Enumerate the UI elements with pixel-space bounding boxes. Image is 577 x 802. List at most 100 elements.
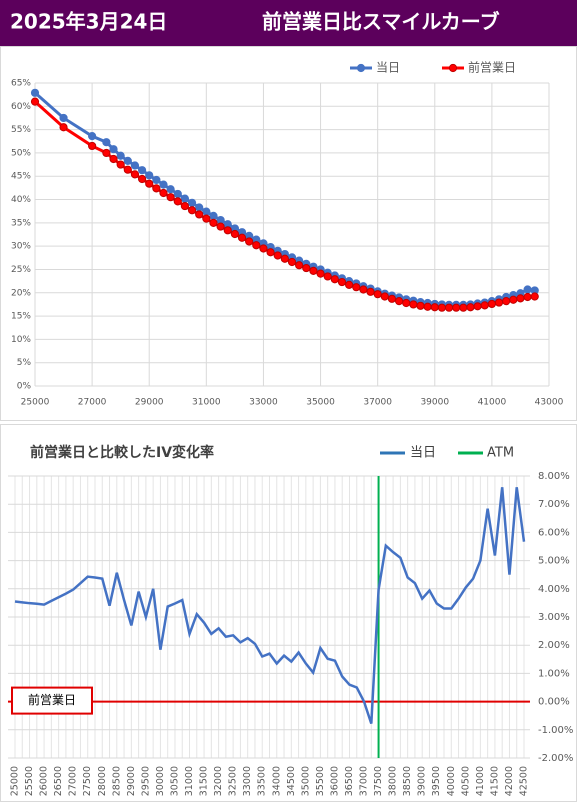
- marker: [152, 175, 161, 185]
- marker: [452, 303, 461, 312]
- reference-label-box: [11, 686, 93, 715]
- x-tick-label: 35500: [315, 766, 326, 796]
- marker: [173, 189, 182, 199]
- marker: [487, 299, 496, 309]
- marker: [266, 248, 275, 257]
- x-tick-label: 36000: [329, 766, 340, 796]
- marker: [166, 193, 175, 202]
- marker: [195, 210, 204, 219]
- marker: [295, 261, 304, 270]
- marker: [259, 244, 268, 253]
- y-tick-label: 25%: [11, 265, 31, 275]
- marker: [166, 185, 175, 194]
- y-tick-label: 20%: [11, 288, 31, 298]
- marker: [216, 222, 225, 231]
- x-tick-label: 37000: [359, 766, 370, 796]
- y-tick-label: 65%: [11, 79, 31, 89]
- marker: [430, 303, 439, 312]
- marker: [530, 292, 539, 301]
- y-tick-label: 60%: [11, 102, 31, 112]
- marker: [116, 160, 125, 169]
- x-tick-label: 38500: [402, 766, 413, 796]
- marker: [459, 303, 468, 312]
- x-tick-label: 40500: [460, 766, 471, 796]
- legend-label: 当日: [410, 446, 436, 461]
- x-tick-label: 34000: [271, 766, 282, 796]
- marker: [202, 207, 211, 216]
- y-tick-label: 8.00%: [538, 471, 570, 482]
- marker: [316, 269, 325, 278]
- x-tick-label: 32500: [228, 766, 239, 796]
- y-tick-label: 5.00%: [538, 556, 570, 567]
- chart-frame: [0, 46, 577, 421]
- legend-label: ATM: [487, 446, 514, 461]
- chart-frame: [0, 424, 577, 802]
- marker: [245, 237, 254, 246]
- x-tick-label: 29500: [140, 766, 151, 796]
- y-tick-label: 7.00%: [538, 499, 570, 510]
- marker: [345, 280, 354, 289]
- x-tick-label: 27000: [78, 398, 107, 408]
- x-tick-label: 41500: [489, 766, 500, 796]
- x-tick-label: 42000: [504, 766, 515, 796]
- x-tick-label: 26000: [39, 766, 50, 796]
- marker: [30, 97, 40, 106]
- marker: [102, 148, 111, 158]
- marker: [409, 300, 418, 309]
- x-tick-label: 30000: [155, 766, 166, 796]
- y-tick-label: -1.00%: [538, 725, 573, 736]
- marker: [416, 301, 425, 310]
- y-tick-label: 40%: [11, 195, 31, 205]
- x-tick-label: 39000: [417, 766, 428, 796]
- y-tick-label: 0%: [17, 382, 32, 392]
- series-line: [33, 100, 535, 310]
- series-line: [14, 487, 526, 724]
- marker: [466, 303, 475, 312]
- marker: [116, 151, 125, 160]
- y-tick-label: 15%: [11, 312, 31, 322]
- marker: [209, 218, 218, 227]
- x-tick-label: 37500: [373, 766, 384, 796]
- marker: [130, 170, 140, 179]
- x-tick-label: 26500: [53, 766, 64, 796]
- y-tick-label: 55%: [11, 125, 31, 135]
- x-tick-label: 27500: [82, 766, 93, 796]
- y-tick-label: 4.00%: [538, 584, 570, 595]
- marker: [59, 113, 68, 123]
- x-tick-label: 41000: [478, 398, 507, 408]
- marker: [88, 141, 97, 151]
- x-tick-label: 29000: [126, 766, 137, 796]
- marker: [323, 272, 332, 281]
- marker: [109, 154, 118, 164]
- x-tick-label: 28500: [111, 766, 122, 796]
- legend-marker: [356, 63, 366, 73]
- x-tick-label: 43000: [535, 398, 564, 408]
- y-tick-label: 50%: [11, 148, 31, 158]
- marker: [137, 174, 147, 184]
- marker: [280, 254, 289, 263]
- marker: [252, 241, 261, 250]
- marker: [180, 194, 190, 203]
- legend-marker: [448, 63, 458, 73]
- marker: [287, 257, 297, 267]
- marker: [523, 285, 532, 294]
- y-tick-label: 30%: [11, 242, 31, 252]
- marker: [302, 263, 311, 273]
- marker: [123, 156, 132, 165]
- y-tick-label: 0.00%: [538, 697, 570, 708]
- marker: [187, 198, 197, 207]
- header-bar: [0, 0, 577, 46]
- marker: [494, 298, 504, 307]
- marker: [380, 292, 389, 301]
- marker: [223, 226, 232, 235]
- marker: [437, 303, 447, 312]
- marker: [502, 297, 511, 306]
- marker: [237, 233, 247, 242]
- marker: [152, 184, 161, 193]
- marker: [88, 132, 97, 141]
- legend-label: 前営業日: [468, 60, 516, 75]
- y-tick-label: 1.00%: [538, 668, 570, 679]
- chart-title: 前営業日と比較したIV変化率: [30, 444, 214, 461]
- x-tick-label: 34500: [286, 766, 297, 796]
- y-tick-label: 35%: [11, 218, 31, 228]
